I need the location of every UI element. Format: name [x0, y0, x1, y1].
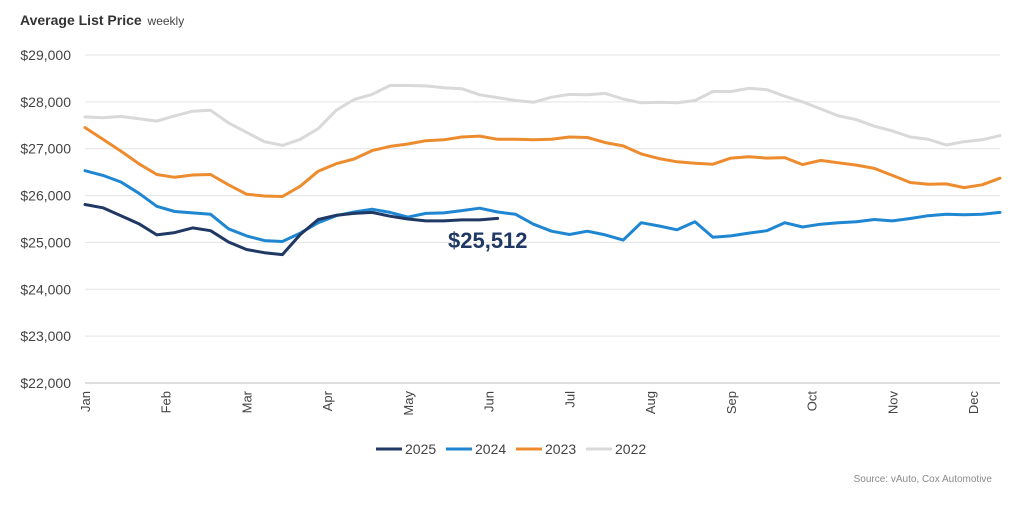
y-tick-label: $22,000 [20, 375, 71, 391]
y-tick-label: $27,000 [20, 141, 71, 157]
legend-item-2024: 2024 [446, 441, 506, 457]
y-tick-label: $23,000 [20, 328, 71, 344]
x-tick-label: Apr [320, 390, 335, 411]
x-tick-label: Nov [885, 391, 900, 415]
y-tick-label: $24,000 [20, 281, 71, 297]
x-tick-label: Jul [562, 391, 577, 408]
x-tick-label: Jan [78, 391, 93, 412]
series-line-2024 [83, 169, 1002, 243]
x-tick-label: Mar [239, 390, 254, 413]
legend-item-2023: 2023 [516, 441, 576, 457]
legend-label: 2023 [545, 441, 576, 457]
x-tick-label: Jun [482, 391, 497, 412]
series-line-2023 [83, 126, 1002, 198]
y-tick-label: $28,000 [20, 94, 71, 110]
x-tick-label: Sep [724, 391, 739, 414]
chart-subtitle: weekly [147, 14, 185, 28]
legend: 2025 2024 2023 2022 [376, 441, 646, 457]
gridlines [85, 54, 1000, 384]
series-line-2022 [83, 84, 1002, 147]
chart-title-block: Average List Price weekly [20, 12, 184, 28]
chart-title: Average List Price [20, 12, 142, 28]
y-tick-label: $25,000 [20, 234, 71, 250]
x-tick-label: Aug [643, 391, 658, 414]
y-tick-label: $29,000 [20, 47, 71, 63]
x-tick-label: Feb [159, 391, 174, 413]
last-value-annotation: $25,512 [448, 228, 528, 253]
y-axis: $22,000 $23,000 $24,000 $25,000 $26,000 $27,0… [20, 47, 71, 391]
x-axis: Jan Feb Mar Apr May Jun Jul Aug Sep Oct Nov Dec [78, 390, 981, 415]
legend-item-2025: 2025 [376, 441, 436, 457]
legend-item-2022: 2022 [586, 441, 646, 457]
series-lines [83, 84, 1002, 257]
legend-label: 2025 [405, 441, 436, 457]
x-tick-label: May [401, 391, 416, 416]
x-tick-label: Dec [966, 391, 981, 415]
legend-label: 2024 [475, 441, 506, 457]
source-note: Source: vAuto, Cox Automotive [853, 474, 992, 485]
x-tick-label: Oct [805, 391, 820, 412]
legend-label: 2022 [615, 441, 646, 457]
y-tick-label: $26,000 [20, 188, 71, 204]
series-line-2025 [83, 203, 500, 257]
